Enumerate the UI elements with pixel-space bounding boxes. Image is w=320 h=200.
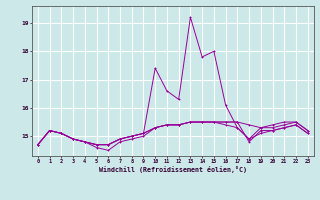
X-axis label: Windchill (Refroidissement éolien,°C): Windchill (Refroidissement éolien,°C): [99, 166, 247, 173]
